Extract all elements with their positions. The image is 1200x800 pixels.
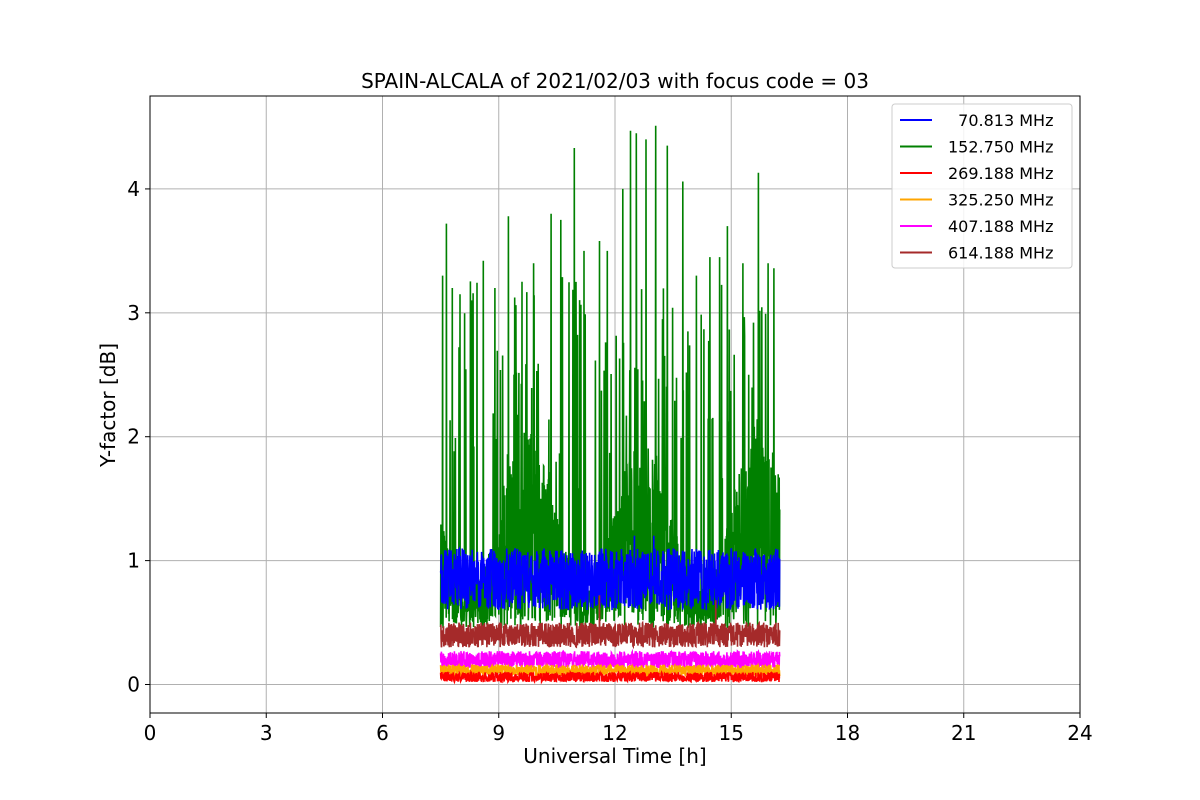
x-tick-label: 12 xyxy=(602,721,627,745)
y-tick-label: 4 xyxy=(127,177,140,201)
x-tick-label: 3 xyxy=(260,721,273,745)
plot-area xyxy=(439,125,781,685)
y-tick-label: 3 xyxy=(127,301,140,325)
legend-label: 269.188 MHz xyxy=(948,164,1053,183)
chart-title: SPAIN-ALCALA of 2021/02/03 with focus co… xyxy=(361,69,869,93)
y-axis: 0 1 2 3 4 xyxy=(127,177,150,697)
x-tick-label: 6 xyxy=(376,721,389,745)
legend: 70.813 MHz 152.750 MHz 269.188 MHz 325.250 … xyxy=(891,103,1073,269)
x-tick-label: 9 xyxy=(492,721,505,745)
x-tick-label: 15 xyxy=(719,721,744,745)
series-line xyxy=(439,595,781,650)
x-tick-label: 18 xyxy=(835,721,860,745)
series-line xyxy=(439,669,781,685)
legend-box xyxy=(891,103,1073,269)
series-line xyxy=(439,648,781,671)
x-axis: 0 3 6 9 12 15 18 21 24 xyxy=(144,713,1093,745)
x-axis-title: Universal Time [h] xyxy=(523,744,706,768)
x-tick-label: 21 xyxy=(951,721,976,745)
y-tick-label: 1 xyxy=(127,549,140,573)
x-tick-label: 24 xyxy=(1067,721,1092,745)
y-tick-label: 0 xyxy=(127,673,140,697)
legend-label: 70.813 MHz xyxy=(948,111,1053,130)
y-axis-title: Y-factor [dB] xyxy=(96,343,120,468)
legend-label: 325.250 MHz xyxy=(948,191,1053,210)
y-tick-label: 2 xyxy=(127,425,140,449)
legend-label: 407.188 MHz xyxy=(948,217,1053,236)
series-line xyxy=(439,535,781,611)
x-tick-label: 0 xyxy=(144,721,157,745)
legend-label: 152.750 MHz xyxy=(948,138,1053,157)
legend-label: 614.188 MHz xyxy=(948,244,1053,263)
